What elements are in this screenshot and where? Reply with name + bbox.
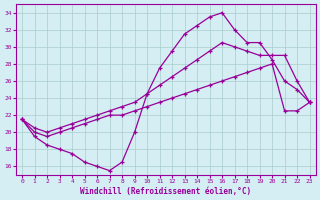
X-axis label: Windchill (Refroidissement éolien,°C): Windchill (Refroidissement éolien,°C)	[80, 187, 252, 196]
